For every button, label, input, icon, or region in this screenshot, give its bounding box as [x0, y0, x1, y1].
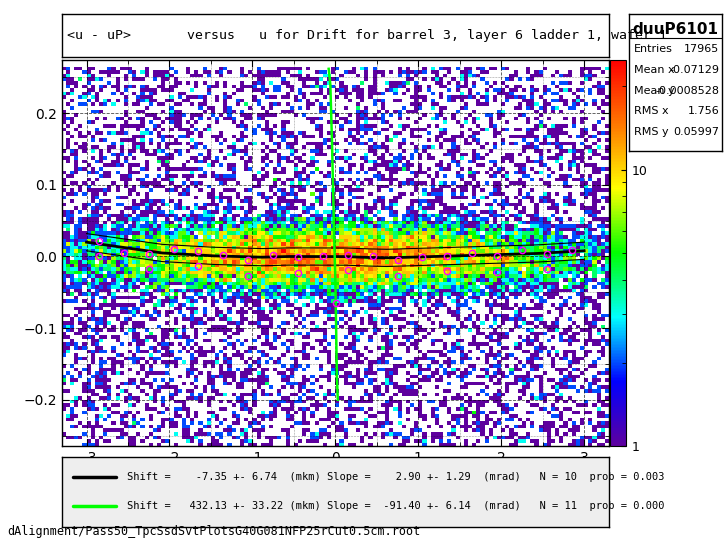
Text: 17965: 17965	[684, 44, 719, 55]
Text: Mean y: Mean y	[634, 86, 674, 96]
Text: <u - uP>       versus   u for Drift for barrel 3, layer 6 ladder 1, wafer 1: <u - uP> versus u for Drift for barrel 3…	[67, 29, 667, 42]
Text: Entries: Entries	[634, 44, 673, 55]
Text: RMS y: RMS y	[634, 127, 668, 137]
Text: 1.756: 1.756	[687, 107, 719, 116]
Text: 0.05997: 0.05997	[674, 127, 719, 137]
Text: duuP6101: duuP6101	[633, 22, 718, 37]
Text: RMS x: RMS x	[634, 107, 668, 116]
Text: dAlignment/Pass50_TpcSsdSvtPlotsG40G081NFP25rCut0.5cm.root: dAlignment/Pass50_TpcSsdSvtPlotsG40G081N…	[7, 525, 420, 538]
Text: -0.0008528: -0.0008528	[655, 86, 719, 96]
Text: Mean x: Mean x	[634, 65, 674, 75]
Text: -0.07129: -0.07129	[669, 65, 719, 75]
Text: Shift =    -7.35 +- 6.74  (mkm) Slope =    2.90 +- 1.29  (mrad)   N = 10  prob =: Shift = -7.35 +- 6.74 (mkm) Slope = 2.90…	[128, 472, 665, 482]
Text: Shift =   432.13 +- 33.22 (mkm) Slope =  -91.40 +- 6.14  (mrad)   N = 11  prob =: Shift = 432.13 +- 33.22 (mkm) Slope = -9…	[128, 502, 665, 511]
